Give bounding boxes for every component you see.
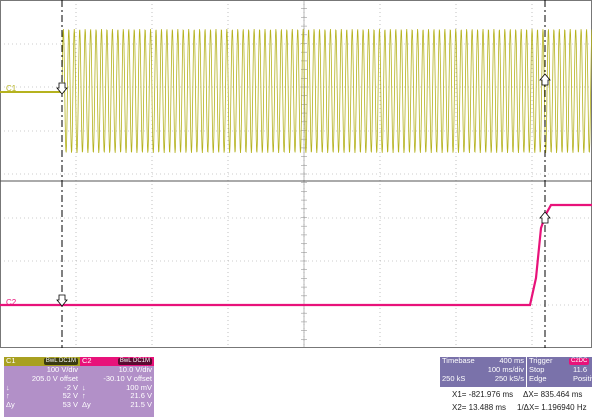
c1-cursor-high: 52 V [62,391,78,401]
timebase-delay: 400 ms [499,356,524,365]
trigger-panel[interactable]: Trigger C2DC Stop 11.6 Edge Positive [527,357,592,387]
trigger-mode: Stop [529,365,545,374]
trigger-type: Edge [529,373,547,383]
c2-cursor-low-icon: ↓ [82,382,86,392]
c2-panel-label: C2 [82,356,92,365]
c1-cursor-low: -2 V [64,382,78,392]
c2-cursor-high: 21.6 V [130,391,152,401]
timebase-rate: 100 ms/div [487,365,524,374]
channel-c1-panel[interactable]: C1 BwL DC1M 100 V/div 205.0 V offset ↓ -2… [4,356,80,417]
trigger-slope: Positive [573,373,592,383]
graticule-grid [0,0,592,348]
trigger-label: Trigger [529,357,553,365]
timebase-panel[interactable]: Timebase 400 ms 100 ms/div 250 kS 250 kS/s [440,356,526,387]
cursor-markers [56,73,551,307]
c1-coupling-badge: BwL DC1M [43,358,78,365]
cursor-x1-readout: X1= -821.976 ms [452,390,514,399]
c1-cursor-low-icon: ↓ [6,382,10,392]
cursor-x2-readout: X2= 13.488 ms [452,403,507,412]
c2-delta-y: 21.5 V [130,400,152,410]
c2-cursor-high-icon: ↑ [82,391,86,401]
c2-cursor-low: 100 mV [126,382,152,392]
trigger-level: 11.6 [573,365,588,374]
channel-c2-panel[interactable]: C2 BwL DC1M 10.0 V/div -30.10 V offset ↓… [80,356,154,417]
c1-cursor-high-icon: ↑ [6,391,10,401]
c1-sine-trace [61,28,592,154]
c2-coupling-badge: BwL DC1M [117,358,152,365]
c2-delta-y-label: Δy [82,400,91,410]
c2-panel-header: C2 BwL DC1M [80,356,154,366]
cursor-frequency-readout: 1/ΔX= 1.196940 Hz [517,403,587,412]
timebase-samples: 250 kS [442,373,466,383]
c2-offset: -30.10 V offset [103,373,152,383]
trigger-source-badge: C2DC [569,358,590,365]
cursor-delta-x-readout: ΔX= 835.464 ms [523,390,583,399]
timebase-sample-rate: 250 kS/s [494,373,524,383]
c1-panel-header: C1 BwL DC1M [4,356,80,366]
c2-step-trace [0,203,592,307]
c1-panel-label: C1 [6,356,16,365]
waveform-display: C1 C2 [0,0,592,348]
c1-delta-y: 53 V [62,400,78,410]
timebase-label: Timebase [442,356,475,365]
c2-channel-marker[interactable]: C2 [6,298,17,307]
c1-volts-per-div: 100 V/div [46,365,78,374]
c2-volts-per-div: 10.0 V/div [118,365,152,374]
c1-delta-y-label: Δy [6,400,15,410]
c1-channel-marker[interactable]: C1 [6,84,17,93]
c1-offset: 205.0 V offset [31,373,78,383]
